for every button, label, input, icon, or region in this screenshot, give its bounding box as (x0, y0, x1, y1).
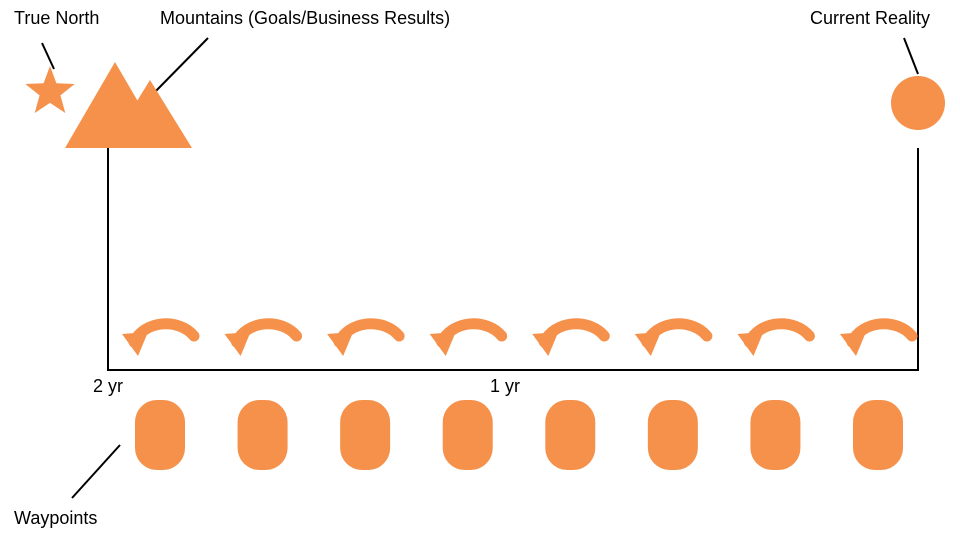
star-icon (25, 66, 74, 113)
waypoint-pill (750, 400, 800, 470)
label-current-reality: Current Reality (810, 8, 930, 28)
axis-tick-0: 2 yr (93, 376, 123, 396)
waypoint-pill (443, 400, 493, 470)
waypoint-pill (648, 400, 698, 470)
waypoint-pill (340, 400, 390, 470)
label-mountains: Mountains (Goals/Business Results) (160, 8, 450, 28)
progress-arrow-icon (635, 324, 707, 356)
waypoint-pill (238, 400, 288, 470)
leader-waypoints (72, 445, 120, 498)
waypoint-pill (135, 400, 185, 470)
waypoint-pill (853, 400, 903, 470)
progress-arrow-icon (430, 324, 502, 356)
axis-tick-1: 1 yr (490, 376, 520, 396)
leader-current-reality (904, 38, 918, 74)
current-reality-icon (891, 76, 945, 130)
label-true-north: True North (14, 8, 99, 28)
leader-mountains (150, 38, 208, 97)
progress-arrow-icon (327, 324, 399, 356)
progress-arrow-icon (840, 324, 912, 356)
progress-arrow-icon (225, 324, 297, 356)
progress-arrow-icon (737, 324, 809, 356)
waypoint-pill (545, 400, 595, 470)
progress-arrow-icon (122, 324, 194, 356)
label-waypoints: Waypoints (14, 508, 97, 528)
progress-arrow-icon (532, 324, 604, 356)
leader-true-north (42, 43, 54, 69)
